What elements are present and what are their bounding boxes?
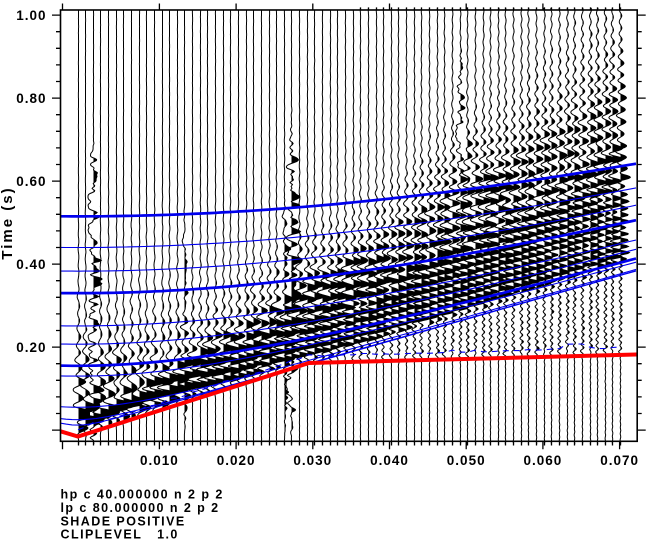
svg-text:0.20: 0.20 <box>16 340 46 355</box>
svg-text:Time (s): Time (s) <box>0 186 16 259</box>
svg-text:1.00: 1.00 <box>16 8 46 23</box>
svg-text:0.60: 0.60 <box>16 174 46 189</box>
svg-text:0.030: 0.030 <box>293 453 332 468</box>
svg-text:0.060: 0.060 <box>524 453 563 468</box>
svg-text:lp c 80.000000 n 2 p 2: lp c 80.000000 n 2 p 2 <box>61 501 220 515</box>
svg-text:0.40: 0.40 <box>16 257 46 272</box>
svg-text:0.010: 0.010 <box>140 453 179 468</box>
svg-text:0.050: 0.050 <box>447 453 486 468</box>
svg-text:0.070: 0.070 <box>600 453 639 468</box>
svg-text:hp c 40.000000 n 2 p 2: hp c 40.000000 n 2 p 2 <box>61 488 224 502</box>
svg-text:SHADE POSITIVE: SHADE POSITIVE <box>61 514 186 528</box>
svg-text:CLIPLEVEL 1.0: CLIPLEVEL 1.0 <box>61 528 179 542</box>
svg-text:0.80: 0.80 <box>16 91 46 106</box>
svg-text:0.020: 0.020 <box>217 453 256 468</box>
svg-text:0.040: 0.040 <box>370 453 409 468</box>
